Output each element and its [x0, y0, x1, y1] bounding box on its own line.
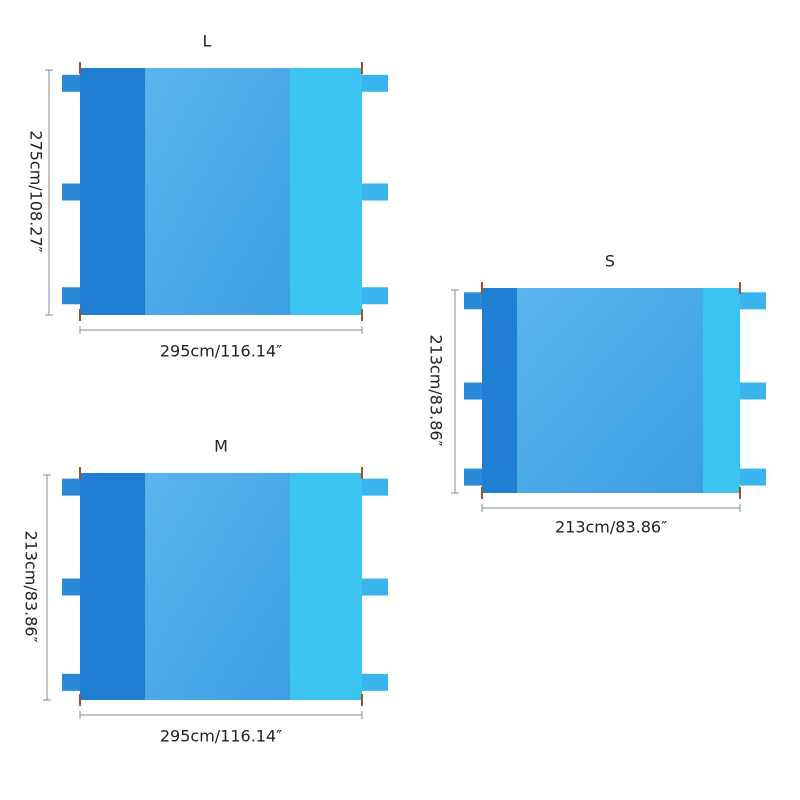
mid-band [145, 68, 290, 315]
mid-band [145, 473, 290, 700]
tab [360, 478, 388, 496]
size-label: L [203, 32, 212, 51]
mid-band [517, 288, 703, 493]
size-label: M [214, 437, 228, 456]
tab [62, 287, 82, 305]
height-label: 213cm/83.86″ [427, 334, 446, 446]
tab [360, 578, 388, 596]
mat: M 213cm/83.86″ 295cm/116.14″ [22, 437, 388, 746]
height-label: 275cm/108.27″ [27, 130, 46, 252]
dark-band [482, 288, 517, 493]
tab [738, 468, 766, 486]
tab [464, 468, 484, 486]
tab [62, 74, 82, 92]
tab [360, 183, 388, 201]
tab [464, 292, 484, 310]
tab [738, 292, 766, 310]
dark-band [80, 68, 145, 315]
tab [62, 578, 82, 596]
tab [62, 183, 82, 201]
tab [360, 673, 388, 691]
width-label: 213cm/83.86″ [555, 518, 667, 537]
tab [464, 382, 484, 400]
tab [360, 287, 388, 305]
light-band [290, 473, 362, 700]
dark-band [80, 473, 145, 700]
mat: S 213cm/83.86″ 213cm/83.86″ [427, 252, 766, 537]
height-label: 213cm/83.86″ [22, 530, 41, 642]
light-band [703, 288, 740, 493]
mat: L 275cm/108.27″ 295cm/116.14″ [27, 32, 388, 361]
tab [62, 673, 82, 691]
tab [360, 74, 388, 92]
light-band [290, 68, 362, 315]
tab [62, 478, 82, 496]
width-label: 295cm/116.14″ [160, 727, 282, 746]
size-label: S [605, 252, 615, 271]
width-label: 295cm/116.14″ [160, 342, 282, 361]
tab [738, 382, 766, 400]
